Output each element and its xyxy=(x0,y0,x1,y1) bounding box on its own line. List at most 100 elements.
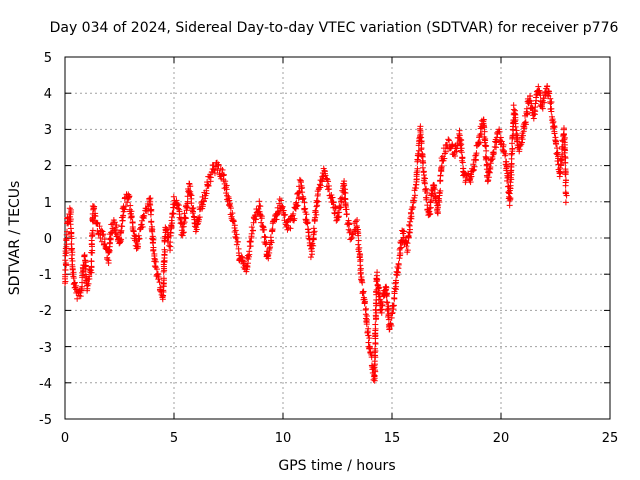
data-point-857 xyxy=(330,199,337,206)
data-point-342 xyxy=(153,266,160,273)
data-point-1243 xyxy=(421,175,428,182)
data-point-768 xyxy=(301,199,308,206)
data-point-407 xyxy=(167,229,174,236)
data-point-1587 xyxy=(519,132,526,139)
data-point-318 xyxy=(148,218,155,225)
data-point-1322 xyxy=(442,148,449,155)
data-point-450 xyxy=(180,223,187,230)
data-point-892 xyxy=(342,190,349,197)
data-point-211 xyxy=(112,229,119,236)
data-point-1247 xyxy=(423,185,430,192)
data-point-792 xyxy=(307,254,314,261)
data-point-589 xyxy=(233,241,240,248)
data-point-1261 xyxy=(426,205,433,212)
data-point-979 xyxy=(365,332,372,339)
data-point-966 xyxy=(363,305,370,312)
data-point-1114 xyxy=(390,302,397,309)
data-point-1245 xyxy=(421,180,428,187)
data-point-1278 xyxy=(431,182,438,189)
y-tick-label-5: 5 xyxy=(44,51,52,66)
data-point-495 xyxy=(194,221,201,228)
data-point-613 xyxy=(244,264,251,271)
data-point-1200 xyxy=(414,165,421,172)
data-point-943 xyxy=(357,258,364,265)
data-point-816 xyxy=(313,199,320,206)
data-point-715 xyxy=(279,203,286,210)
data-point-1680 xyxy=(551,128,558,135)
data-point-708 xyxy=(276,196,283,203)
data-point-1015 xyxy=(371,345,378,352)
data-point-500 xyxy=(195,216,202,223)
data-point-859 xyxy=(331,210,338,217)
data-point-1662 xyxy=(546,90,553,97)
data-point-1701 xyxy=(557,169,564,176)
data-point-1167 xyxy=(405,234,412,241)
data-point-323 xyxy=(149,228,156,235)
data-point-691 xyxy=(269,226,276,233)
data-point-1159 xyxy=(403,239,410,246)
data-point-1390 xyxy=(469,167,476,174)
data-point-758 xyxy=(297,179,304,186)
data-point-1499 xyxy=(503,163,510,170)
data-point-813 xyxy=(313,211,320,218)
data-point-1313 xyxy=(438,163,445,170)
data-point-1320 xyxy=(441,155,448,162)
data-point-827 xyxy=(317,182,324,189)
data-point-1263 xyxy=(427,210,434,217)
data-point-1669 xyxy=(548,108,555,115)
data-point-840 xyxy=(323,175,330,182)
chart-title: Day 034 of 2024, Sidereal Day-to-day VTE… xyxy=(50,20,619,36)
data-point-544 xyxy=(216,170,223,177)
data-point-460 xyxy=(183,204,190,211)
data-point-1262 xyxy=(426,211,433,218)
data-point-879 xyxy=(338,196,345,203)
data-point-383 xyxy=(161,246,168,253)
data-point-583 xyxy=(232,233,239,240)
data-point-456 xyxy=(182,214,189,221)
data-point-582 xyxy=(231,222,238,229)
data-point-1539 xyxy=(509,145,516,152)
data-point-1087 xyxy=(383,293,390,300)
data-point-626 xyxy=(247,238,254,245)
x-tick-label-5: 5 xyxy=(170,431,178,446)
data-point-1447 xyxy=(485,177,492,184)
data-point-600 xyxy=(238,253,245,260)
data-point-725 xyxy=(283,219,290,226)
data-point-1307 xyxy=(437,172,444,179)
data-point-1088 xyxy=(384,299,391,306)
data-point-930 xyxy=(354,230,361,237)
data-point-575 xyxy=(229,210,236,217)
data-point-230 xyxy=(118,227,125,234)
data-point-1532 xyxy=(508,161,515,168)
data-point-868 xyxy=(335,214,342,221)
data-point-1433 xyxy=(483,147,490,154)
data-point-510 xyxy=(199,201,206,208)
data-point-200 xyxy=(107,235,114,242)
data-point-1563 xyxy=(512,116,519,123)
data-point-666 xyxy=(262,234,269,241)
data-point-1325 xyxy=(444,141,451,148)
data-point-453 xyxy=(181,210,188,217)
y-tick-label-neg3: -3 xyxy=(39,341,52,356)
data-point-1113 xyxy=(390,306,397,313)
data-point-1465 xyxy=(490,150,497,157)
data-point-329 xyxy=(149,240,156,247)
data-point-256 xyxy=(127,202,134,209)
data-point-98 xyxy=(81,252,88,259)
data-point-401 xyxy=(166,242,173,249)
data-point-1085 xyxy=(383,299,390,306)
data-point-452 xyxy=(181,219,188,226)
data-point-804 xyxy=(310,229,317,236)
data-point-1006 xyxy=(371,364,378,371)
data-point-1564 xyxy=(512,123,519,130)
data-point-332 xyxy=(150,244,157,251)
data-point-1705 xyxy=(558,157,565,164)
data-point-653 xyxy=(258,219,265,226)
data-point-89 xyxy=(79,274,86,281)
data-point-1335 xyxy=(449,142,456,149)
data-point-1198 xyxy=(413,171,420,178)
data-point-572 xyxy=(227,205,234,212)
data-point-746 xyxy=(293,199,300,206)
x-tick-label-15: 15 xyxy=(384,431,401,446)
data-point-972 xyxy=(363,316,370,323)
